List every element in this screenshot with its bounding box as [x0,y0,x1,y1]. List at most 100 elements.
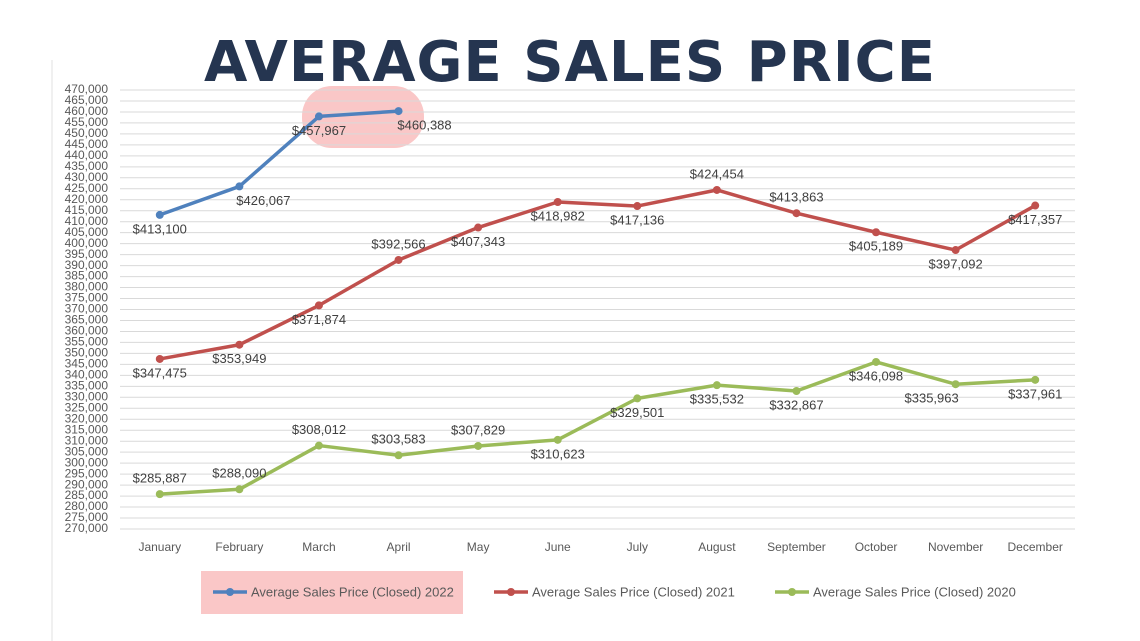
marker [1031,201,1040,210]
x-tick-label: June [545,540,571,554]
y-tick-label: 435,000 [65,159,109,173]
y-tick-label: 450,000 [65,126,109,140]
legend-marker [226,588,234,596]
x-tick-label: April [387,540,411,554]
y-tick-label: 405,000 [65,225,109,239]
data-label: $285,887 [133,471,187,486]
data-label: $303,583 [371,432,425,447]
y-tick-label: 370,000 [65,302,109,316]
y-tick-label: 425,000 [65,181,109,195]
marker [712,381,721,390]
marker [394,255,403,264]
y-tick-label: 320,000 [65,411,109,425]
marker [155,210,164,219]
marker [394,107,403,116]
y-tick-label: 375,000 [65,291,109,305]
y-tick-label: 380,000 [65,280,109,294]
data-label: $413,100 [133,221,187,236]
y-tick-label: 445,000 [65,137,109,151]
marker [553,435,562,444]
data-label: $405,189 [849,239,903,254]
marker [712,185,721,194]
data-label: $460,388 [397,118,451,133]
legend-marker [788,588,796,596]
y-tick-label: 355,000 [65,335,109,349]
data-label: $346,098 [849,368,903,383]
y-tick-label: 280,000 [65,499,109,513]
marker [314,301,323,310]
x-tick-label: March [302,540,335,554]
data-label: $426,067 [236,193,290,208]
marker [872,357,881,366]
marker [314,441,323,450]
series-line [159,109,399,217]
highlight [302,86,424,148]
y-tick-label: 290,000 [65,477,109,491]
y-tick-label: 420,000 [65,192,109,206]
marker [474,223,483,232]
y-tick-label: 365,000 [65,313,109,327]
y-tick-label: 400,000 [65,236,109,250]
data-label: $347,475 [133,365,187,380]
series-line [159,360,1036,496]
y-tick-label: 390,000 [65,258,109,272]
data-label: $417,136 [610,212,664,227]
data-label: $335,963 [905,391,959,406]
marker [951,246,960,255]
series-line [159,188,1037,361]
data-label: $308,012 [292,422,346,437]
x-tick-label: August [698,540,736,554]
marker [951,380,960,389]
y-tick-label: 315,000 [65,422,109,436]
y-tick-label: 345,000 [65,357,109,371]
data-label: $371,874 [292,312,346,327]
legend-label: Average Sales Price (Closed) 2020 [813,584,1016,599]
x-tick-label: January [138,540,181,554]
data-label: $424,454 [690,166,744,181]
x-tick-label: September [767,540,826,554]
data-label: $457,967 [292,123,346,138]
y-tick-label: 470,000 [65,82,109,96]
y-tick-label: 340,000 [65,368,109,382]
y-tick-label: 440,000 [65,148,109,162]
marker [553,197,562,206]
y-tick-label: 335,000 [65,378,109,392]
y-tick-label: 350,000 [65,346,109,360]
x-tick-label: December [1008,540,1063,554]
marker [235,485,244,494]
y-tick-label: 430,000 [65,170,109,184]
y-tick-label: 295,000 [65,466,109,480]
marker [1031,375,1040,384]
data-label: $397,092 [929,256,983,271]
y-tick-label: 310,000 [65,433,109,447]
chart-title: AVERAGE SALES PRICE [204,30,936,95]
y-tick-label: 415,000 [65,203,109,217]
y-tick-label: 270,000 [65,521,109,535]
y-tick-label: 460,000 [65,104,109,118]
marker [633,394,642,403]
data-label: $335,532 [690,392,744,407]
marker [792,209,801,218]
data-label: $392,566 [371,236,425,251]
y-tick-label: 275,000 [65,510,109,524]
legend-label: Average Sales Price (Closed) 2021 [532,584,735,599]
data-label: $417,357 [1008,212,1062,227]
data-label: $329,501 [610,405,664,420]
data-label: $353,949 [212,351,266,366]
y-tick-label: 300,000 [65,455,109,469]
data-label: $307,829 [451,422,505,437]
y-tick-label: 410,000 [65,214,109,228]
data-label: $288,090 [212,466,266,481]
marker [872,228,881,237]
y-tick-label: 285,000 [65,488,109,502]
x-tick-label: July [627,540,648,554]
legend-label: Average Sales Price (Closed) 2022 [251,584,454,599]
marker [235,182,244,191]
y-tick-label: 395,000 [65,247,109,261]
marker [314,112,323,121]
marker [474,441,483,450]
x-tick-label: February [215,540,263,554]
marker [235,340,244,349]
marker [792,387,801,396]
